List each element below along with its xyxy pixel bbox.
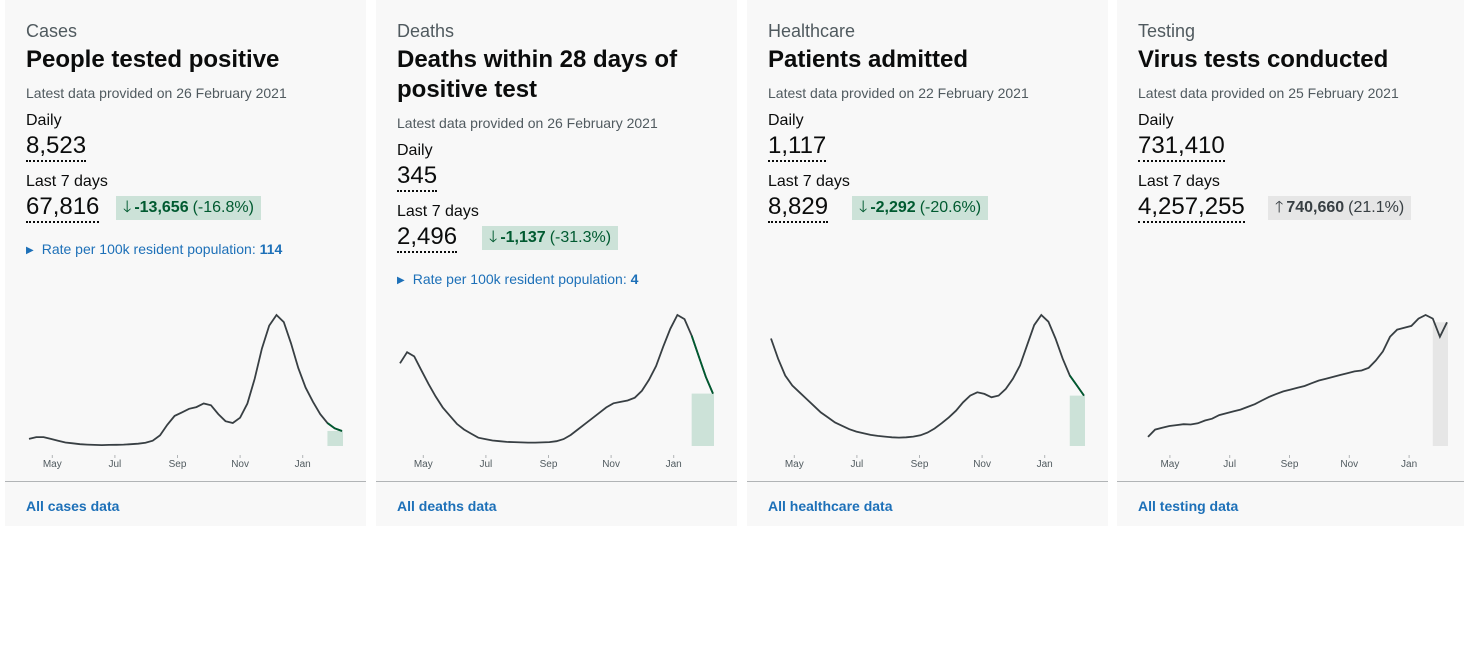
x-tick-label: Nov [1340, 459, 1358, 470]
change-percent: (-31.3%) [549, 229, 612, 246]
last-7-days-highlight [1432, 322, 1448, 446]
x-tick-label: Nov [973, 459, 991, 470]
sparkline-chart: May Jul Sep Nov Jan [399, 313, 714, 470]
change-value: -1,137 [500, 229, 546, 246]
card-divider [747, 481, 1108, 482]
arrow-down-icon: 🡓 [859, 199, 868, 216]
card-divider [376, 481, 737, 482]
daily-value[interactable]: 731,410 [1138, 133, 1225, 162]
change-value: 740,660 [1286, 199, 1345, 216]
rate-value: 114 [259, 241, 283, 257]
daily-label: Daily [768, 112, 804, 129]
sparkline-chart: May Jul Sep Nov Jan [1147, 313, 1448, 470]
card-heading: Deaths within 28 days of positive test [397, 46, 678, 103]
all-testing-link[interactable]: All testing data [1138, 498, 1239, 514]
all-healthcare-link[interactable]: All healthcare data [768, 498, 893, 514]
x-tick-label: Jan [1037, 459, 1053, 470]
all-cases-link[interactable]: All cases data [26, 498, 120, 514]
series-line [1147, 313, 1448, 438]
arrow-down-icon: 🡓 [489, 229, 498, 246]
last-7-days-highlight [691, 393, 714, 446]
x-tick-label: Jan [295, 459, 311, 470]
card-caption: Testing [1138, 21, 1196, 41]
change-value: -13,656 [134, 199, 189, 216]
series-line-recent [690, 335, 714, 394]
updated-date: Latest data provided on 25 February 2021 [1138, 85, 1399, 101]
series-line [399, 313, 714, 444]
card-testing: Testing Virus tests conducted Latest dat… [1117, 0, 1464, 526]
updated-date: Latest data provided on 26 February 2021 [26, 85, 287, 101]
card-divider [5, 481, 366, 482]
series-line-recent [326, 422, 343, 432]
change-percent: (-20.6%) [919, 199, 982, 216]
week-value[interactable]: 8,829 [768, 194, 829, 223]
updated-date: Latest data provided on 26 February 2021 [397, 115, 658, 131]
card-heading: Patients admitted [768, 46, 969, 73]
change-badge: 🡓 -1,137 (-31.3%) [482, 226, 619, 250]
card-heading: People tested positive [26, 46, 280, 73]
x-tick-label: May [1160, 459, 1179, 470]
daily-value[interactable]: 1,117 [768, 133, 827, 162]
rate-toggle[interactable]: ▶ Rate per 100k resident population: 114 [26, 240, 282, 261]
change-value: -2,292 [870, 199, 916, 216]
rate-toggle[interactable]: ▶ Rate per 100k resident population: 4 [397, 270, 638, 291]
last-7-days-highlight [1069, 395, 1085, 446]
x-tick-label: Jul [480, 459, 493, 470]
card-deaths: Deaths Deaths within 28 days of positive… [376, 0, 737, 526]
card-caption: Deaths [397, 21, 455, 41]
x-tick-label: Nov [231, 459, 249, 470]
rate-label: Rate per 100k resident population: [412, 271, 627, 287]
updated-date: Latest data provided on 22 February 2021 [768, 85, 1029, 101]
x-tick-label: Jan [666, 459, 682, 470]
x-tick-label: Jul [851, 459, 864, 470]
week-label: Last 7 days [397, 203, 479, 220]
arrow-down-icon: 🡓 [123, 199, 132, 216]
x-tick-label: Sep [1281, 459, 1299, 470]
card-caption: Cases [26, 21, 78, 41]
card-caption: Healthcare [768, 21, 856, 41]
change-percent: (-16.8%) [192, 199, 254, 216]
change-badge: 🡓 -13,656 (-16.8%) [116, 196, 261, 220]
x-tick-label: Jan [1401, 459, 1417, 470]
x-tick-label: Sep [169, 459, 187, 470]
card-healthcare: Healthcare Patients admitted Latest data… [747, 0, 1108, 526]
daily-label: Daily [26, 112, 62, 129]
card-cases: Cases People tested positive Latest data… [5, 0, 366, 526]
card-divider [1117, 481, 1464, 482]
arrow-up-icon: 🡑 [1275, 199, 1284, 216]
daily-label: Daily [1138, 112, 1174, 129]
x-tick-label: May [43, 459, 62, 470]
triangle-right-icon: ▶ [26, 245, 34, 256]
week-value[interactable]: 67,816 [26, 194, 100, 223]
triangle-right-icon: ▶ [397, 275, 405, 286]
series-line [28, 313, 343, 447]
last-7-days-highlight [327, 430, 343, 446]
week-label: Last 7 days [768, 173, 850, 190]
x-tick-label: Nov [602, 459, 620, 470]
x-tick-label: May [785, 459, 804, 470]
sparkline-chart: May Jul Sep Nov Jan [770, 313, 1085, 470]
week-value[interactable]: 2,496 [397, 224, 458, 253]
week-label: Last 7 days [26, 173, 108, 190]
daily-value[interactable]: 345 [397, 163, 438, 192]
x-tick-label: Sep [911, 459, 929, 470]
change-badge: 🡑 740,660 (21.1%) [1268, 196, 1412, 220]
change-percent: (21.1%) [1348, 199, 1405, 216]
x-tick-label: Jul [1223, 459, 1236, 470]
x-tick-label: Jul [109, 459, 122, 470]
card-heading: Virus tests conducted [1138, 46, 1389, 73]
x-tick-label: May [414, 459, 433, 470]
sparkline-chart: May Jul Sep Nov Jan [28, 313, 343, 470]
week-value[interactable]: 4,257,255 [1138, 194, 1245, 223]
week-label: Last 7 days [1138, 173, 1220, 190]
change-badge: 🡓 -2,292 (-20.6%) [852, 196, 989, 220]
x-tick-label: Sep [540, 459, 558, 470]
daily-label: Daily [397, 142, 433, 159]
series-line [770, 313, 1085, 439]
rate-value: 4 [630, 271, 639, 287]
rate-label: Rate per 100k resident population: [41, 241, 256, 257]
series-line-recent [1069, 374, 1085, 397]
all-deaths-link[interactable]: All deaths data [397, 498, 497, 514]
daily-value[interactable]: 8,523 [26, 133, 87, 162]
